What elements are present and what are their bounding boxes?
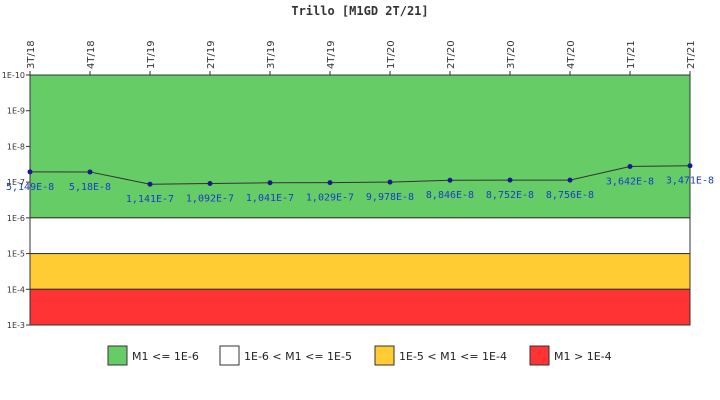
y-tick-label: 1E-10 [2, 71, 25, 80]
risk-band-3 [29, 288, 691, 326]
data-point [387, 179, 393, 185]
risk-band-2 [29, 253, 691, 290]
legend-label: 1E-5 < M1 <= 1E-4 [399, 350, 507, 363]
data-label: 3,471E-8 [666, 176, 714, 187]
series-line-group [27, 163, 693, 187]
data-point [507, 177, 513, 183]
y-tick-label: 1E-6 [7, 214, 25, 223]
data-label: 5,149E-8 [6, 182, 54, 193]
data-point [27, 169, 33, 175]
legend-label: 1E-6 < M1 <= 1E-5 [244, 350, 352, 363]
data-label: 9,978E-8 [366, 192, 414, 203]
y-tick-label: 1E-3 [7, 321, 25, 330]
data-point [447, 177, 453, 183]
legend-label: M1 > 1E-4 [554, 350, 612, 363]
x-tick-label: 2T/19 [206, 40, 217, 69]
legend-swatch [529, 345, 550, 366]
data-point [267, 180, 273, 186]
legend-swatch [107, 345, 128, 366]
x-tick-label: 1T/19 [146, 40, 157, 69]
legend: M1 <= 1E-6 1E-6 < M1 <= 1E-5 1E-5 < M1 <= … [107, 345, 612, 366]
legend-label: M1 <= 1E-6 [132, 350, 199, 363]
data-label: 1,029E-7 [306, 193, 354, 204]
y-tick-label: 1E-5 [7, 250, 25, 259]
data-label: 1,041E-7 [246, 193, 294, 204]
data-point [687, 163, 693, 169]
x-tick-label: 3T/20 [506, 40, 517, 69]
series-line [29, 165, 691, 185]
data-label: 8,752E-8 [486, 190, 534, 201]
x-axis-ticks: 3T/18 4T/18 1T/19 2T/19 3T/19 4T/19 1T/20 2T/20… [26, 40, 697, 75]
data-point [147, 181, 153, 187]
data-label: 8,846E-8 [426, 190, 474, 201]
data-point [567, 177, 573, 183]
data-point [327, 180, 333, 186]
data-point [207, 181, 213, 187]
x-tick-label: 1T/20 [386, 40, 397, 69]
plot-frame [29, 74, 691, 326]
data-point [627, 163, 633, 169]
x-tick-label: 1T/21 [626, 40, 637, 69]
risk-band-0 [29, 74, 691, 219]
x-tick-label: 4T/19 [326, 40, 337, 69]
legend-swatch [219, 345, 240, 366]
y-tick-label: 1E-4 [7, 285, 25, 294]
y-tick-label: 1E-7 [7, 178, 25, 187]
data-label: 1,141E-7 [126, 194, 174, 205]
x-tick-label: 3T/18 [26, 40, 37, 69]
risk-band-1 [29, 217, 691, 255]
y-axis-ticks: 1E-10 1E-9 1E-8 1E-7 1E-6 1E-5 1E-4 1E-3 [2, 71, 30, 330]
data-label: 3,642E-8 [606, 176, 654, 187]
y-tick-label: 1E-8 [7, 142, 25, 151]
data-label: 1,092E-7 [186, 194, 234, 205]
risk-bands [29, 74, 691, 326]
chart-title: Trillo [M1GD 2T/21] [291, 4, 428, 18]
data-label: 5,18E-8 [69, 182, 111, 193]
legend-swatch [374, 345, 395, 366]
x-tick-label: 3T/19 [266, 40, 277, 69]
x-tick-label: 4T/20 [566, 40, 577, 69]
data-labels: 5,149E-8 5,18E-8 1,141E-7 1,092E-7 1,041E-7 1… [6, 176, 714, 205]
x-tick-label: 2T/21 [686, 40, 697, 69]
data-point [87, 169, 93, 175]
x-tick-label: 2T/20 [446, 40, 457, 69]
x-tick-label: 4T/18 [86, 40, 97, 69]
data-label: 8,756E-8 [546, 190, 594, 201]
y-tick-label: 1E-9 [7, 107, 25, 116]
